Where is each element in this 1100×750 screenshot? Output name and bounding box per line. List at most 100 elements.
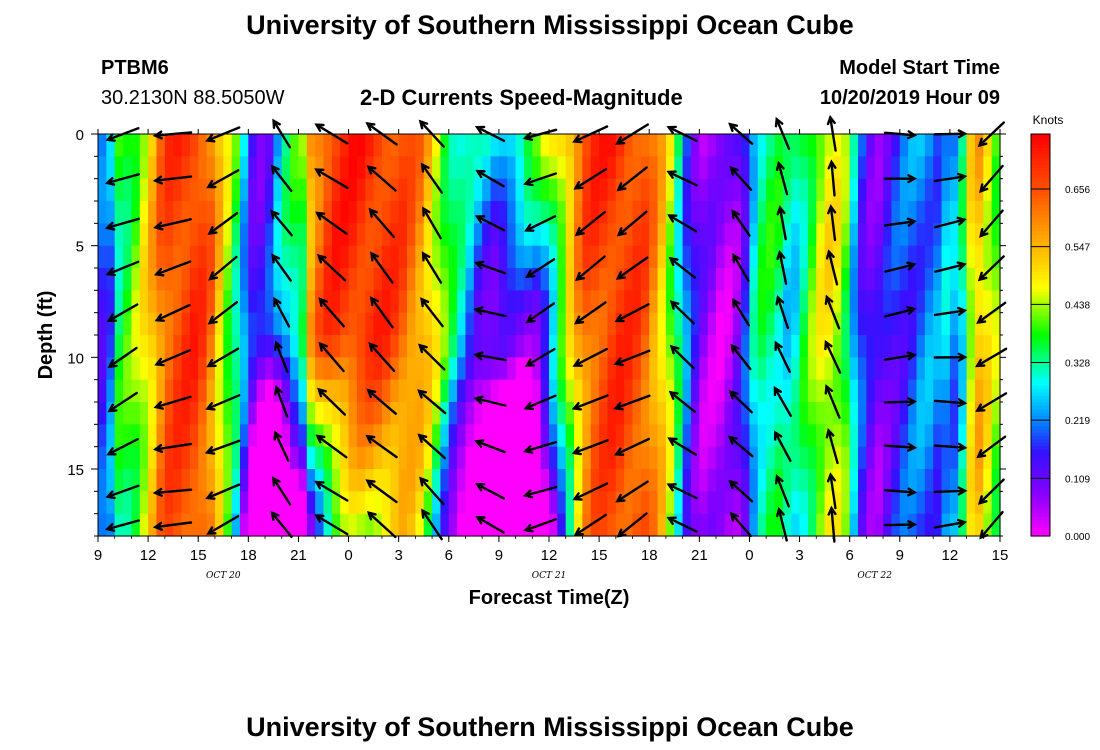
heatmap-cell	[457, 402, 467, 425]
heatmap-cell	[448, 178, 458, 202]
heatmap-cell	[189, 134, 199, 157]
heatmap-cell	[123, 379, 133, 403]
heatmap-cell	[858, 223, 867, 247]
heatmap-cell	[966, 223, 976, 247]
heatmap-cell	[123, 223, 133, 247]
heatmap-cell	[448, 513, 458, 537]
heatmap-cell	[607, 469, 617, 492]
heatmap-cell	[916, 469, 926, 492]
heatmap-cell	[123, 201, 133, 224]
heatmap-cell	[440, 312, 450, 336]
heatmap-cell	[131, 245, 141, 269]
heatmap-cell	[883, 312, 893, 336]
heatmap-cell	[849, 513, 859, 537]
heatmap-cell	[540, 156, 550, 180]
heatmap-cell	[473, 357, 483, 381]
heatmap-cell	[883, 379, 893, 403]
heatmap-cell	[640, 223, 650, 247]
heatmap-cell	[574, 357, 584, 381]
x-tick-label: 9	[94, 547, 102, 564]
heatmap-cell	[849, 469, 859, 492]
heatmap-cell	[457, 446, 467, 470]
heatmap-cell	[540, 201, 550, 224]
heatmap-cell	[766, 379, 776, 403]
heatmap-cell	[298, 245, 308, 269]
heatmap-cell	[448, 201, 458, 224]
x-tick-label: 15	[190, 547, 207, 564]
heatmap-cell	[473, 491, 483, 515]
heatmap-cell	[381, 491, 391, 515]
heatmap-cell	[306, 134, 316, 157]
heatmap-cell	[265, 312, 274, 336]
heatmap-cell	[757, 134, 767, 157]
heatmap-cell	[582, 156, 592, 180]
heatmap-cell	[281, 513, 291, 537]
heatmap-cell	[407, 357, 416, 381]
heatmap-cell	[265, 357, 274, 381]
heatmap-cell	[498, 424, 508, 448]
x-tick-label: 0	[745, 547, 753, 564]
heatmap-cell	[139, 134, 149, 157]
heatmap-cell	[741, 201, 751, 224]
colorbar-segment	[1031, 398, 1050, 403]
heatmap-cell	[858, 469, 867, 492]
current-vector-arrow	[522, 485, 558, 499]
heatmap-cell	[983, 223, 993, 247]
heatmap-cell	[949, 134, 959, 157]
colorbar-segment	[1031, 184, 1050, 189]
heatmap-cell	[974, 178, 984, 202]
heatmap-cell	[265, 134, 274, 157]
heatmap-cell	[265, 268, 274, 291]
heatmap-cell	[807, 134, 817, 157]
heatmap-cell	[757, 424, 767, 448]
heatmap-cell	[682, 513, 692, 537]
heatmap-cell	[164, 245, 174, 269]
heatmap-cell	[716, 223, 725, 247]
heatmap-cell	[816, 134, 826, 157]
heatmap-cell	[649, 513, 659, 537]
heatmap-cell	[407, 469, 416, 492]
heatmap-cell	[624, 290, 634, 314]
heatmap-cell	[214, 268, 224, 291]
heatmap-cell	[239, 379, 249, 403]
current-vector-arrow	[153, 260, 192, 277]
heatmap-cell	[348, 491, 358, 515]
heatmap-cell	[540, 178, 550, 202]
heatmap-cell	[507, 335, 517, 358]
heatmap-cell	[816, 156, 826, 180]
heatmap-cell	[582, 134, 592, 157]
heatmap-cell	[214, 469, 224, 492]
heatmap-cell	[465, 469, 475, 492]
heatmap-cell	[690, 178, 700, 202]
heatmap-cell	[148, 312, 158, 336]
heatmap-cell	[365, 268, 375, 291]
heatmap-cell	[298, 491, 308, 515]
heatmap-cell	[256, 335, 266, 358]
heatmap-cell	[123, 134, 133, 157]
heatmap-cell	[356, 446, 366, 470]
heatmap-cell	[632, 268, 642, 291]
heatmap-cell	[757, 335, 767, 358]
heatmap-cell	[123, 178, 133, 202]
heatmap-cell	[791, 513, 801, 537]
heatmap-cell	[498, 335, 508, 358]
heatmap-cell	[557, 268, 567, 291]
heatmap-cell	[757, 357, 767, 381]
current-vector-arrow	[934, 261, 967, 273]
heatmap-cell	[849, 268, 859, 291]
heatmap-cell	[799, 402, 809, 425]
heatmap-cell	[716, 491, 725, 515]
heatmap-cell	[682, 156, 692, 180]
heatmap-cell	[440, 156, 450, 180]
heatmap-cell	[883, 223, 893, 247]
x-tick-label: 18	[240, 547, 257, 564]
heatmap-cell	[707, 379, 717, 403]
heatmap-cell	[448, 469, 458, 492]
heatmap-cell	[214, 446, 224, 470]
heatmap-cell	[131, 446, 141, 470]
heatmap-cell	[924, 491, 934, 515]
heatmap-cell	[599, 491, 609, 515]
heatmap-cell	[933, 268, 943, 291]
current-vector-arrow	[270, 164, 293, 193]
